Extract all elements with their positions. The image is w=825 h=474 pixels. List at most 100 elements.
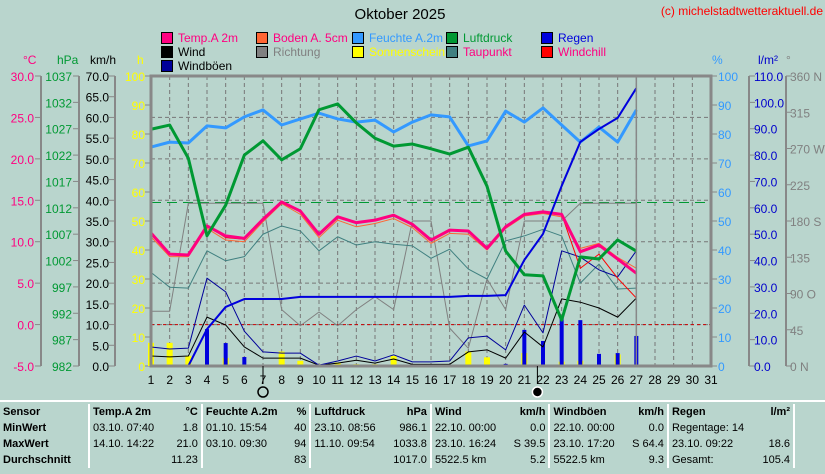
- axis-tick-label-pressure: 1017: [45, 175, 72, 189]
- axis-tick-label-sun: 40: [132, 244, 146, 258]
- x-tick-label: 18: [462, 373, 476, 387]
- axis-tick-label-pressure: 1012: [45, 202, 72, 216]
- legend-item: Regen: [541, 31, 593, 45]
- stats-cell-time: [309, 452, 386, 468]
- stats-row-label: MinWert: [3, 422, 47, 434]
- axis-tick-label-temp: 30.0: [11, 70, 35, 84]
- axis-tick-label-pressure: 992: [52, 307, 72, 321]
- x-tick-label: 1: [148, 373, 155, 387]
- axis-tick-label-sun: 0: [138, 360, 145, 374]
- axis-unit-label: hPa: [57, 53, 79, 67]
- axis-tick-label-wind: 30.0: [86, 236, 110, 250]
- stats-cell-time: 22.10. 00:00: [548, 420, 625, 436]
- stats-cell-time: 11.10. 09:54: [309, 436, 386, 452]
- axis-tick-label-wind: 15.0: [86, 298, 110, 312]
- axis-tick-label-humidity: 60: [718, 186, 732, 200]
- axis-tick-label-wind: 25.0: [86, 256, 110, 270]
- axis-tick-label-sun: 20: [132, 302, 146, 316]
- axis-unit-label: l/m²: [758, 53, 778, 67]
- series-line-taupunkt: [150, 225, 637, 290]
- stats-row: MaxWert 14.10. 14:22 21.0 03.10. 09:30 94 11.…: [0, 436, 825, 452]
- bar-regen: [522, 329, 527, 366]
- axis-tick-label-temp: -5.0: [13, 360, 34, 374]
- axis-tick-label-wind: 70.0: [86, 70, 110, 84]
- bar-regen: [223, 343, 228, 366]
- axis-tick-label-sun: 10: [132, 331, 146, 345]
- bar-sonnenschein: [390, 355, 397, 366]
- legend-label: Windchill: [558, 44, 607, 59]
- axis-tick-label-sun: 70: [132, 157, 146, 171]
- series-line-boden-a-cm: [150, 203, 637, 269]
- axis-tick-label-humidity: 100: [718, 70, 738, 84]
- stats-cell-value: 0.0: [648, 422, 664, 434]
- axis-tick-label-temp: 0.0: [17, 319, 34, 333]
- axis-tick-label-pressure: 982: [52, 360, 72, 374]
- bar-sonnenschein: [185, 355, 192, 366]
- stats-cell-value: S 39.5: [513, 438, 546, 450]
- legend-swatch: [352, 45, 364, 58]
- plot-frame: [149, 74, 713, 368]
- stats-header-row: Sensor Temp.A 2m °C Feuchte A.2m% Luftdru…: [0, 404, 825, 420]
- axis-tick-label-direction: 45: [790, 324, 804, 338]
- axis-tick-label-humidity: 30: [718, 273, 732, 287]
- legend-label: Taupunkt: [463, 44, 512, 59]
- x-tick-label: 19: [480, 373, 494, 387]
- stats-cell-time: 5522.5 km: [548, 452, 625, 468]
- chart-title: Oktober 2025: [354, 6, 446, 23]
- legend-label: Richtung: [273, 44, 321, 59]
- stats-cell-value: S 64.4: [632, 438, 664, 450]
- stats-cell-value: 11.23: [171, 454, 198, 466]
- bar-sonnenschein: [297, 360, 304, 366]
- axis-tick-label-pressure: 1037: [45, 70, 72, 84]
- axis-tick-label-rain: 80.0: [754, 149, 778, 163]
- bar-regen: [541, 340, 545, 366]
- stats-cell-value: 9.3: [648, 454, 664, 466]
- stats-cell-value: 21.0: [176, 438, 198, 450]
- axis-tick-label-pressure: 1002: [45, 255, 72, 269]
- bar-sonnenschein: [334, 362, 341, 366]
- copyright-link[interactable]: (c) michelstadtwetteraktuell.de: [660, 4, 823, 18]
- x-tick-label: 25: [592, 373, 606, 387]
- stats-header: Feuchte A.2m: [200, 404, 290, 420]
- axis-tick-label-temp: 25.0: [11, 111, 35, 125]
- axis-tick-label-rain: 0.0: [754, 360, 771, 374]
- stats-cell-value: 986.1: [399, 422, 427, 434]
- axis-tick-label-wind: 50.0: [86, 153, 110, 167]
- stats-row-label: MaxWert: [3, 438, 49, 450]
- axis-tick-label-pressure: 1032: [45, 96, 72, 110]
- stats-cell-time: 5522.5 km: [429, 452, 507, 468]
- series-line-feuchte-a-m: [150, 106, 638, 149]
- stats-cell-time: Regentage: 14: [666, 420, 756, 436]
- axis-tick-label-humidity: 10: [718, 331, 732, 345]
- axis-unit-label: h: [137, 53, 144, 67]
- axis-unit-label: %: [712, 53, 723, 67]
- stats-cell-time: 01.10. 15:54: [200, 420, 290, 436]
- axis-tick-label-temp: 15.0: [11, 194, 35, 208]
- axis-tick-label-rain: 110.0: [754, 70, 783, 84]
- axis-tick-label-direction: 180 S: [790, 215, 821, 229]
- bar-regen: [597, 353, 601, 366]
- x-tick-label: 4: [204, 373, 211, 387]
- legend-swatch: [446, 31, 458, 44]
- bar-sonnenschein: [278, 351, 285, 366]
- legend-item: Windchill: [541, 44, 607, 59]
- axis-tick-label-wind: 5.0: [92, 339, 109, 353]
- legend-label: Boden A. 5cm: [273, 30, 348, 45]
- stats-row: Durchschnitt 11.23 83 1017.0 5522.5 km 5.2 552…: [0, 452, 825, 468]
- axis-tick-label-rain: 20.0: [754, 307, 778, 321]
- stats-unit: hPa: [406, 406, 427, 418]
- axis-tick-label-rain: 40.0: [754, 255, 778, 269]
- legend-label: Feuchte A.2m: [369, 30, 444, 45]
- stats-cell-value: 105.4: [762, 454, 790, 466]
- axis-tick-label-direction: 225: [790, 179, 810, 193]
- stats-header: Temp.A 2m: [88, 404, 165, 420]
- axis-tick-label-rain: 60.0: [754, 202, 778, 216]
- axis-tick-label-humidity: 70: [718, 157, 732, 171]
- axis-tick-label-direction: 90 O: [790, 288, 816, 302]
- series-line-temp-a-m: [149, 200, 638, 275]
- legend-item: Feuchte A.2m: [352, 30, 444, 45]
- stats-cell-time: 23.10. 09:22: [666, 436, 756, 452]
- x-tick-label: 5: [222, 373, 229, 387]
- stats-cell-value: 40: [294, 422, 307, 434]
- stats-cell-value: [756, 420, 794, 436]
